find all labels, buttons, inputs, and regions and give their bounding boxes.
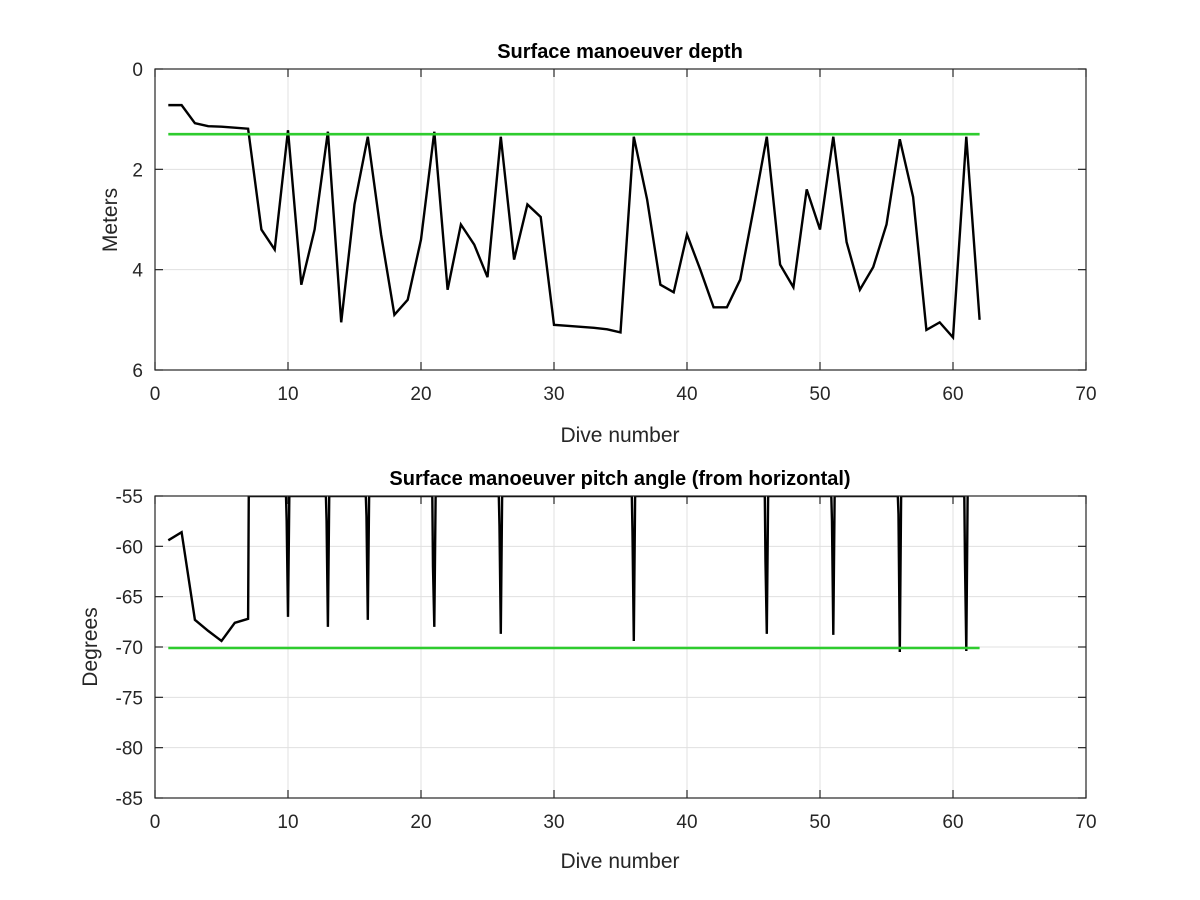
x-tick-label: 40 [676, 384, 697, 405]
y-tick-label: -55 [116, 487, 143, 508]
y-tick-label: 4 [132, 261, 143, 282]
y-tick-label: 2 [132, 160, 143, 181]
x-tick-label: 50 [809, 812, 830, 833]
x-tick-label: 70 [1075, 384, 1096, 405]
axes-frame [154, 68, 1087, 371]
y-tick-label: -75 [116, 688, 143, 709]
y-axis-label: Degrees [79, 607, 102, 686]
data-series-line [168, 103, 981, 341]
x-tick-label: 60 [942, 384, 963, 405]
y-tick-label: -65 [116, 588, 143, 609]
x-axis-label: Dive number [560, 850, 679, 873]
y-tick-label: -80 [116, 739, 143, 760]
x-tick-label: 30 [543, 384, 564, 405]
x-tick-label: 0 [150, 384, 161, 405]
y-tick-label: -85 [116, 789, 143, 810]
depth-chart: Surface manoeuver depth Dive number Mete… [99, 41, 1097, 447]
y-tick-label: 0 [132, 60, 143, 81]
x-tick-label: 30 [543, 812, 564, 833]
y-tick-label: -60 [116, 537, 143, 558]
grid [155, 69, 1086, 370]
x-tick-label: 40 [676, 812, 697, 833]
x-axis-label: Dive number [560, 424, 679, 447]
x-tick-label: 0 [150, 812, 161, 833]
y-axis-label: Meters [99, 188, 122, 252]
x-tick-label: 50 [809, 384, 830, 405]
x-tick-label: 10 [277, 812, 298, 833]
chart-title: Surface manoeuver depth [497, 41, 743, 63]
pitch-chart: Surface manoeuver pitch angle (from hori… [79, 468, 1097, 873]
chart-title: Surface manoeuver pitch angle (from hori… [389, 468, 850, 490]
axes-frame [154, 495, 1087, 799]
x-tick-label: 20 [410, 812, 431, 833]
x-tick-label: 60 [942, 812, 963, 833]
y-tick-label: -70 [116, 638, 143, 659]
x-tick-label: 20 [410, 384, 431, 405]
x-tick-label: 10 [277, 384, 298, 405]
y-tick-label: 6 [132, 361, 143, 382]
x-tick-label: 70 [1075, 812, 1096, 833]
